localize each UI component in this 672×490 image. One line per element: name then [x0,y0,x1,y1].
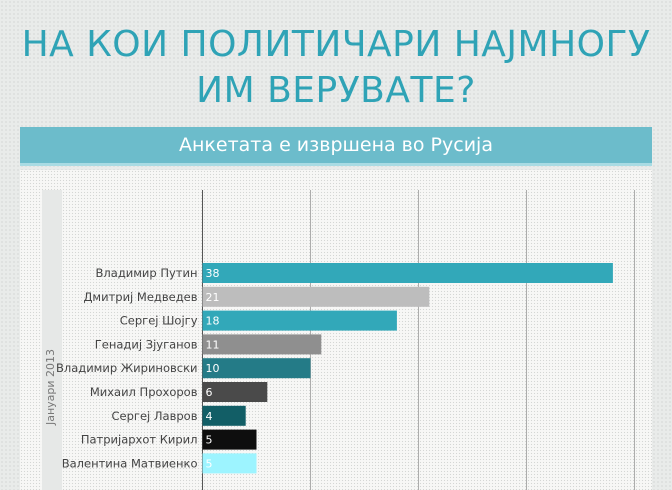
category-label: Сергеј Лавров [112,409,198,423]
category-label: Михаил Прохоров [90,385,198,399]
chart-panel: Јануари 2013 Владимир Путин Дмитриј Медве… [20,170,652,490]
value-label: 21 [206,291,220,304]
bar [202,429,257,450]
bar [202,334,322,355]
category-label: Генадиј Зјуганов [95,337,198,351]
value-label: 4 [206,410,213,423]
period-stripe [42,190,62,490]
category-label: Дмитриј Медведев [83,290,197,304]
category-label: Владимир Жириновски [56,361,198,375]
value-label: 18 [206,315,220,328]
value-label: 38 [206,267,220,280]
period-label: Јануари 2013 [44,349,57,426]
value-labels: 38 21 18 11 10 6 4 5 5 [206,267,220,470]
bars [202,263,613,474]
bar-chart: Јануари 2013 Владимир Путин Дмитриј Медве… [42,190,635,490]
category-label: Валентина Матвиенко [62,456,198,470]
category-label: Владимир Путин [96,266,198,280]
title-line-1: НА КОИ ПОЛИТИЧАРИ НАЈМНОГУ [21,24,651,65]
bar [202,263,613,283]
title-line-2: ИМ ВЕРУВАТЕ? [196,70,476,111]
category-labels: Владимир Путин Дмитриј Медведев Сергеј Шој… [56,266,198,470]
value-label: 6 [206,386,213,399]
bar [202,310,397,331]
value-label: 5 [206,457,213,470]
category-label: Сергеј Шојгу [120,314,198,328]
value-label: 11 [206,338,220,351]
chart-title: НА КОИ ПОЛИТИЧАРИ НАЈМНОГУ ИМ ВЕРУВАТЕ? [0,22,672,114]
bar [202,286,430,307]
category-label: Патријархот Кирил [81,433,198,447]
bar [202,453,257,474]
value-label: 5 [206,434,213,447]
value-label: 10 [206,362,220,375]
bar [202,382,268,402]
subtitle-bar: Анкетата е извршена во Русија [20,127,652,166]
bar [202,405,246,426]
subtitle-text: Анкетата е извршена во Русија [179,134,493,156]
bar [202,358,311,379]
